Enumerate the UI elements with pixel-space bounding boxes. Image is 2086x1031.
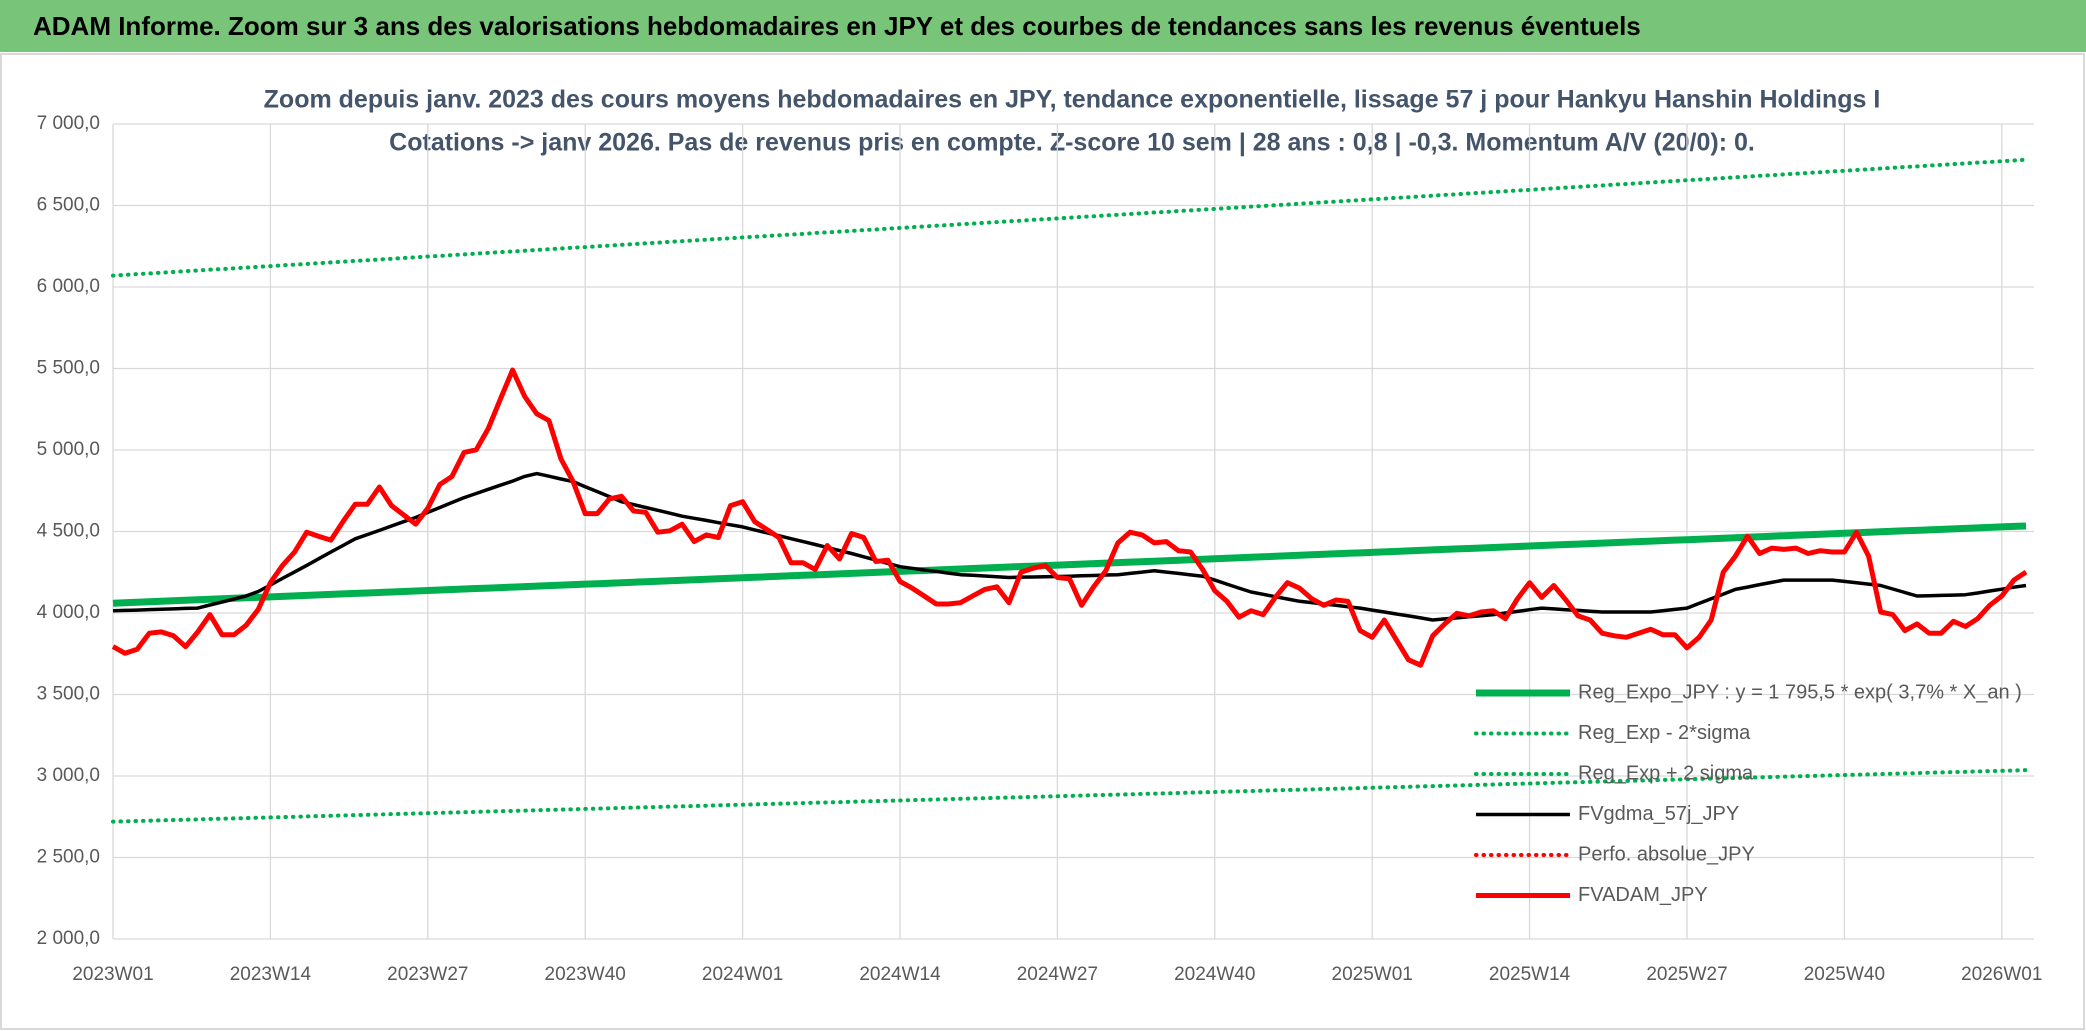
chart-subtitle: Cotations -> janv 2026. Pas de revenus p…	[389, 129, 1755, 157]
header-title: ADAM Informe. Zoom sur 3 ans des valoris…	[33, 11, 1641, 41]
y-tick-label: 7 000,0	[37, 113, 100, 134]
series-line	[111, 157, 2028, 278]
legend-label: Reg_Exp - 2*sigma	[1578, 722, 1751, 744]
x-tick-label: 2025W27	[1646, 964, 1727, 985]
legend-label: FVADAM_JPY	[1578, 884, 1708, 906]
x-tick-label: 2023W27	[387, 964, 468, 985]
y-tick-label: 3 000,0	[37, 765, 100, 786]
x-tick-label: 2024W01	[702, 964, 783, 985]
chart-frame	[0, 53, 2085, 1030]
x-tick-label: 2025W40	[1804, 964, 1885, 985]
y-tick-label: 3 500,0	[37, 684, 100, 705]
x-tick-label: 2025W14	[1489, 964, 1571, 985]
legend-label: Reg_Exp + 2 sigma	[1578, 762, 1754, 784]
x-tick-label: 2023W01	[72, 964, 153, 985]
x-tick-label: 2026W01	[1961, 964, 2042, 985]
y-tick-label: 4 500,0	[37, 521, 100, 542]
grid: 2 000,0 2 500,0 3 000,0 3 500,0 4 000,0 4 500…	[37, 113, 2043, 985]
x-tick-label: 2024W27	[1017, 964, 1098, 985]
legend: Reg_Expo_JPY : y = 1 795,5 * exp( 3,7% *…	[1474, 681, 2022, 906]
x-tick-label: 2024W14	[859, 964, 941, 985]
x-tick-label: 2024W40	[1174, 964, 1255, 985]
x-tick-label: 2023W14	[230, 964, 312, 985]
series-line	[112, 471, 2027, 622]
legend-label: FVgdma_57j_JPY	[1578, 803, 1739, 825]
y-tick-label: 5 000,0	[37, 439, 100, 460]
series-line	[111, 367, 2028, 668]
y-tick-label: 6 500,0	[37, 195, 100, 216]
x-tick-label: 2025W01	[1332, 964, 1413, 985]
y-tick-label: 2 500,0	[37, 847, 100, 868]
y-tick-label: 4 000,0	[37, 602, 100, 623]
y-tick-label: 2 000,0	[37, 928, 100, 949]
x-tick-label: 2023W40	[545, 964, 626, 985]
plot	[111, 157, 2028, 824]
series-line	[112, 522, 2027, 607]
legend-label: Perfo. absolue_JPY	[1578, 843, 1755, 865]
y-tick-label: 5 500,0	[37, 358, 100, 379]
chart-title: Zoom depuis janv. 2023 des cours moyens …	[264, 86, 1881, 114]
y-tick-label: 6 000,0	[37, 276, 100, 297]
legend-label: Reg_Expo_JPY : y = 1 795,5 * exp( 3,7% *…	[1578, 681, 2022, 703]
header-bar	[0, 0, 2086, 52]
